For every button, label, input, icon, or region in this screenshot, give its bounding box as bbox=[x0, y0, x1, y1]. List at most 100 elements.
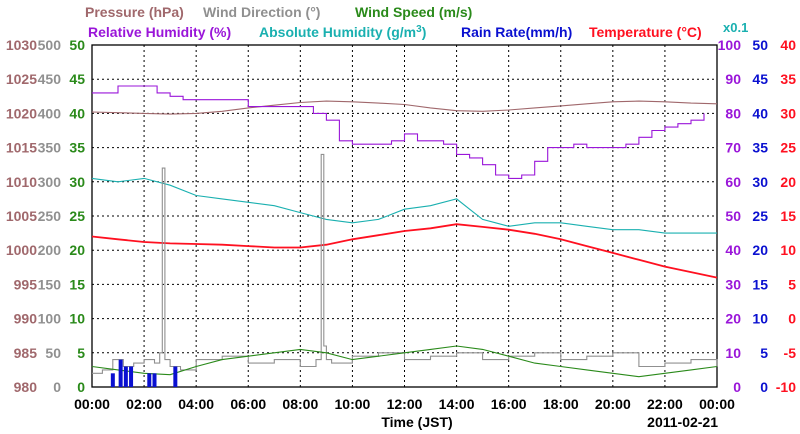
legend-wind-speed: Wind Speed (m/s) bbox=[355, 4, 472, 20]
tick-wind-speed-6: 20 bbox=[69, 242, 85, 258]
tick-relative-humidity-4: 60 bbox=[725, 174, 741, 190]
tick-relative-humidity-9: 10 bbox=[725, 345, 741, 361]
series-relative-humidity bbox=[92, 85, 705, 179]
tick-x-12: 00:00 bbox=[699, 396, 735, 412]
tick-relative-humidity-6: 40 bbox=[725, 242, 741, 258]
tick-temperature-7: 5 bbox=[788, 276, 796, 292]
rain-bar bbox=[147, 373, 152, 387]
chart-date: 2011-02-21 bbox=[647, 414, 718, 430]
tick-wind-direction-3: 350 bbox=[38, 140, 62, 156]
tick-wind-speed-8: 10 bbox=[69, 311, 85, 327]
tick-x-8: 16:00 bbox=[491, 396, 527, 412]
tick-pressure-7: 995 bbox=[14, 276, 38, 292]
rain-bar bbox=[152, 373, 157, 387]
tick-temperature-6: 10 bbox=[780, 242, 796, 258]
tick-wind-direction-6: 200 bbox=[38, 242, 62, 258]
tick-rain-rate-8: 10 bbox=[752, 311, 768, 327]
grid bbox=[92, 45, 717, 387]
tick-pressure-0: 1030 bbox=[6, 37, 37, 53]
tick-wind-speed-3: 35 bbox=[69, 140, 85, 156]
tick-temperature-8: 0 bbox=[788, 311, 796, 327]
tick-wind-speed-5: 25 bbox=[69, 208, 85, 224]
tick-temperature-1: 35 bbox=[780, 71, 796, 87]
tick-x-9: 18:00 bbox=[543, 396, 579, 412]
rain-bar bbox=[118, 359, 123, 387]
tick-relative-humidity-1: 90 bbox=[725, 71, 741, 87]
legend-absolute-humidity: Absolute Humidity (g/m3) bbox=[259, 24, 426, 40]
tick-x-11: 22:00 bbox=[647, 396, 683, 412]
tick-rain-rate-10: 0 bbox=[760, 379, 768, 395]
tick-relative-humidity-7: 30 bbox=[725, 276, 741, 292]
tick-rain-rate-0: 50 bbox=[752, 37, 768, 53]
tick-x-1: 02:00 bbox=[126, 396, 162, 412]
series-pressure bbox=[91, 100, 718, 115]
tick-relative-humidity-8: 20 bbox=[725, 311, 741, 327]
series-temperature bbox=[91, 223, 718, 279]
tick-wind-speed-7: 15 bbox=[69, 276, 85, 292]
tick-wind-direction-4: 300 bbox=[38, 174, 62, 190]
tick-wind-speed-9: 5 bbox=[77, 345, 85, 361]
legend-pressure: Pressure (hPa) bbox=[85, 4, 184, 20]
series-absolute-humidity bbox=[91, 177, 717, 234]
tick-wind-direction-7: 150 bbox=[38, 276, 62, 292]
tick-x-3: 06:00 bbox=[230, 396, 266, 412]
series-layer bbox=[91, 85, 718, 387]
tick-x-5: 10:00 bbox=[335, 396, 371, 412]
tick-relative-humidity-3: 70 bbox=[725, 140, 741, 156]
tick-relative-humidity-10: 0 bbox=[733, 379, 741, 395]
series-wind-direction bbox=[92, 153, 718, 374]
tick-pressure-6: 1000 bbox=[6, 242, 37, 258]
tick-pressure-9: 985 bbox=[14, 345, 38, 361]
abs-humidity-scale-note: x0.1 bbox=[723, 20, 748, 35]
tick-x-6: 12:00 bbox=[387, 396, 423, 412]
rain-bar bbox=[129, 366, 134, 387]
legend-relative-humidity: Relative Humidity (%) bbox=[88, 24, 231, 40]
tick-pressure-3: 1015 bbox=[6, 140, 37, 156]
tick-temperature-9: -5 bbox=[784, 345, 797, 361]
tick-x-7: 14:00 bbox=[439, 396, 475, 412]
tick-x-2: 04:00 bbox=[178, 396, 214, 412]
ticks-layer: 1030102510201015101010051000995990985980… bbox=[6, 37, 796, 412]
tick-wind-direction-9: 50 bbox=[45, 345, 61, 361]
tick-pressure-5: 1005 bbox=[6, 208, 37, 224]
tick-wind-speed-4: 30 bbox=[69, 174, 85, 190]
tick-x-0: 00:00 bbox=[74, 396, 110, 412]
tick-temperature-10: -10 bbox=[776, 379, 796, 395]
tick-relative-humidity-0: 100 bbox=[718, 37, 742, 53]
rain-bar bbox=[110, 373, 115, 387]
tick-wind-direction-8: 100 bbox=[38, 311, 62, 327]
tick-wind-direction-10: 0 bbox=[53, 379, 61, 395]
tick-pressure-8: 990 bbox=[14, 311, 38, 327]
tick-wind-speed-1: 45 bbox=[69, 71, 85, 87]
tick-temperature-0: 40 bbox=[780, 37, 796, 53]
tick-rain-rate-7: 15 bbox=[752, 276, 768, 292]
tick-pressure-1: 1025 bbox=[6, 71, 37, 87]
tick-relative-humidity-2: 80 bbox=[725, 105, 741, 121]
tick-pressure-4: 1010 bbox=[6, 174, 37, 190]
tick-rain-rate-9: 5 bbox=[760, 345, 768, 361]
tick-wind-direction-1: 450 bbox=[38, 71, 62, 87]
legend-rain-rate: Rain Rate(mm/h) bbox=[461, 24, 572, 40]
tick-wind-speed-2: 40 bbox=[69, 105, 85, 121]
tick-temperature-2: 30 bbox=[780, 105, 796, 121]
rain-bar bbox=[173, 366, 178, 387]
tick-rain-rate-6: 20 bbox=[752, 242, 768, 258]
legend-temperature: Temperature (°C) bbox=[589, 24, 702, 40]
tick-x-4: 08:00 bbox=[282, 396, 318, 412]
tick-wind-speed-10: 0 bbox=[77, 379, 85, 395]
rain-bar bbox=[123, 366, 128, 387]
tick-wind-direction-5: 250 bbox=[38, 208, 62, 224]
legend-wind-direction: Wind Direction (°) bbox=[203, 4, 320, 20]
tick-relative-humidity-5: 50 bbox=[725, 208, 741, 224]
tick-rain-rate-5: 25 bbox=[752, 208, 768, 224]
tick-pressure-10: 980 bbox=[14, 379, 38, 395]
x-axis-label: Time (JST) bbox=[381, 414, 452, 430]
tick-rain-rate-2: 40 bbox=[752, 105, 768, 121]
tick-rain-rate-4: 30 bbox=[752, 174, 768, 190]
tick-pressure-2: 1020 bbox=[6, 105, 37, 121]
tick-wind-speed-0: 50 bbox=[69, 37, 85, 53]
tick-temperature-3: 25 bbox=[780, 140, 796, 156]
tick-temperature-5: 15 bbox=[780, 208, 796, 224]
tick-rain-rate-1: 45 bbox=[752, 71, 768, 87]
